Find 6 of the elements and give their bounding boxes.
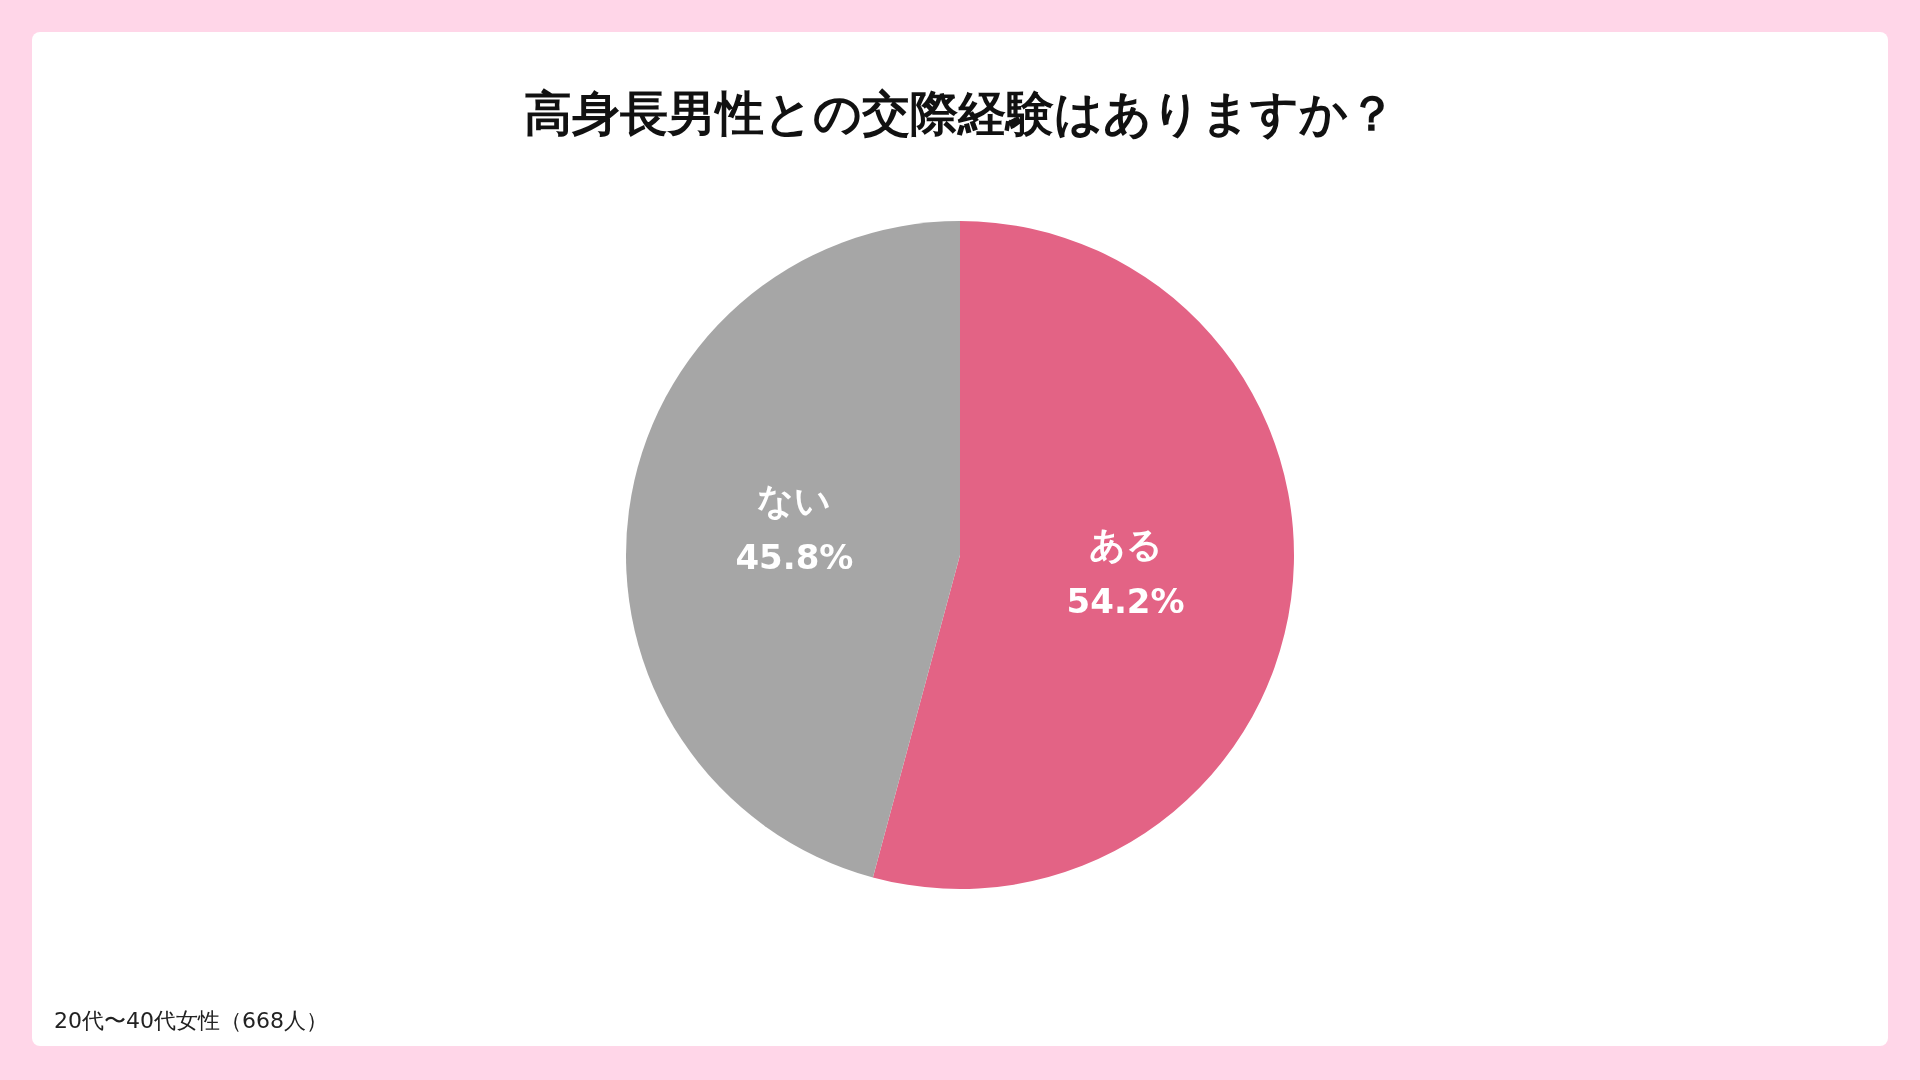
slice-label: ない xyxy=(757,480,832,522)
chart-title: 高身長男性との交際経験はありますか？ xyxy=(524,85,1396,141)
text: 20代〜40代女性（668人） xyxy=(54,1008,328,1033)
data-label: 45.8% xyxy=(735,537,854,578)
data-label: 54.2% xyxy=(1066,580,1185,621)
slice-label: ある xyxy=(1088,523,1163,565)
